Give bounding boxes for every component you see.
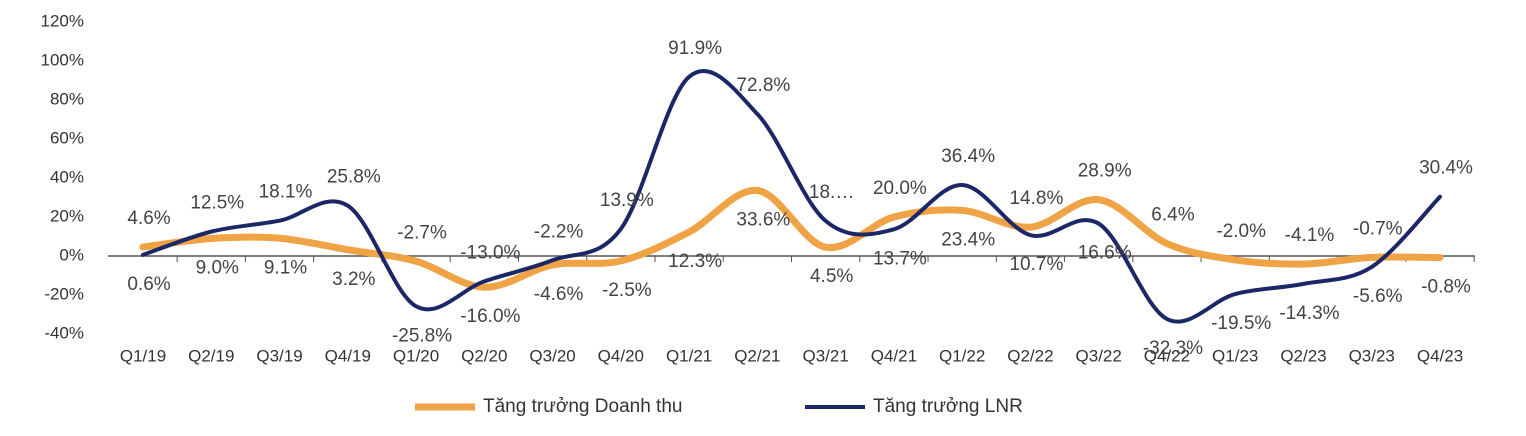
data-label: -5.6% (1353, 286, 1403, 307)
x-tick-label: Q1/19 (120, 346, 166, 365)
y-tick-label: 120% (41, 11, 84, 30)
data-label: -2.0% (1216, 221, 1266, 242)
data-label: 13.7% (873, 248, 927, 269)
data-label: 12.5% (190, 193, 244, 214)
data-label: 3.2% (332, 269, 375, 290)
x-tick-label: Q4/19 (325, 346, 371, 365)
data-label: 23.4% (941, 229, 995, 250)
data-label: -0.7% (1353, 218, 1403, 239)
x-tick-label: Q1/20 (393, 346, 439, 365)
x-tick-label: Q1/22 (939, 346, 985, 365)
data-label: 14.8% (1009, 188, 1063, 209)
y-tick-label: 60% (50, 128, 84, 147)
data-label: 4.6% (127, 208, 170, 229)
data-label: 18.1% (259, 182, 313, 203)
data-label: 91.9% (668, 38, 722, 59)
y-tick-label: 40% (50, 167, 84, 186)
data-label: -14.3% (1279, 303, 1339, 324)
y-tick-label: 80% (50, 89, 84, 108)
data-label: 18.… (809, 182, 854, 203)
data-label: 4.5% (810, 266, 853, 287)
data-label: 16.6% (1078, 243, 1132, 264)
data-label: 9.0% (196, 257, 239, 278)
x-tick-label: Q2/21 (734, 346, 780, 365)
data-label: 13.9% (600, 190, 654, 211)
x-tick-label: Q4/23 (1417, 346, 1463, 365)
x-tick-label: Q4/22 (1144, 346, 1190, 365)
x-tick-label: Q1/21 (666, 346, 712, 365)
x-tick-label: Q3/20 (529, 346, 575, 365)
x-tick-label: Q3/21 (802, 346, 848, 365)
data-label: 72.8% (736, 75, 790, 96)
data-label: -2.7% (397, 222, 447, 243)
data-label: 12.3% (668, 251, 722, 272)
y-tick-label: -20% (44, 284, 84, 303)
data-label: 30.4% (1419, 158, 1473, 179)
data-label: 33.6% (736, 209, 790, 230)
data-label: -16.0% (460, 306, 520, 327)
x-tick-label: Q2/23 (1280, 346, 1326, 365)
x-tick-label: Q2/22 (1007, 346, 1053, 365)
data-label: -0.8% (1421, 277, 1471, 298)
x-tick-label: Q4/20 (598, 346, 644, 365)
legend-label: Tăng trưởng LNR (873, 396, 1023, 417)
data-label: 25.8% (327, 167, 381, 188)
data-label: 10.7% (1009, 254, 1063, 275)
data-label: 28.9% (1078, 161, 1132, 182)
y-tick-label: 0% (59, 245, 84, 264)
x-tick-label: Q2/20 (461, 346, 507, 365)
x-tick-label: Q3/22 (1076, 346, 1122, 365)
data-label: -4.1% (1285, 225, 1335, 246)
data-label: -25.8% (392, 325, 452, 346)
series-line (139, 186, 1444, 291)
data-label: 36.4% (941, 146, 995, 167)
data-label: 0.6% (127, 274, 170, 295)
data-label: 20.0% (873, 178, 927, 199)
x-tick-label: Q3/23 (1349, 346, 1395, 365)
data-label: -32.3% (1143, 338, 1203, 359)
x-tick-label: Q4/21 (871, 346, 917, 365)
x-tick-label: Q1/23 (1212, 346, 1258, 365)
x-tick-label: Q3/19 (256, 346, 302, 365)
data-label: 6.4% (1151, 205, 1194, 226)
data-label: -19.5% (1211, 313, 1271, 334)
data-label: -13.0% (460, 242, 520, 263)
data-label: -2.5% (602, 280, 652, 301)
data-label: 9.1% (264, 257, 307, 278)
data-label: -4.6% (534, 284, 584, 305)
legend-label: Tăng trưởng Doanh thu (483, 396, 682, 417)
x-tick-label: Q2/19 (188, 346, 234, 365)
series-line (141, 69, 1442, 324)
data-label: -2.2% (534, 221, 584, 242)
y-tick-label: -40% (44, 323, 84, 342)
y-tick-label: 20% (50, 206, 84, 225)
y-tick-label: 100% (41, 50, 84, 69)
